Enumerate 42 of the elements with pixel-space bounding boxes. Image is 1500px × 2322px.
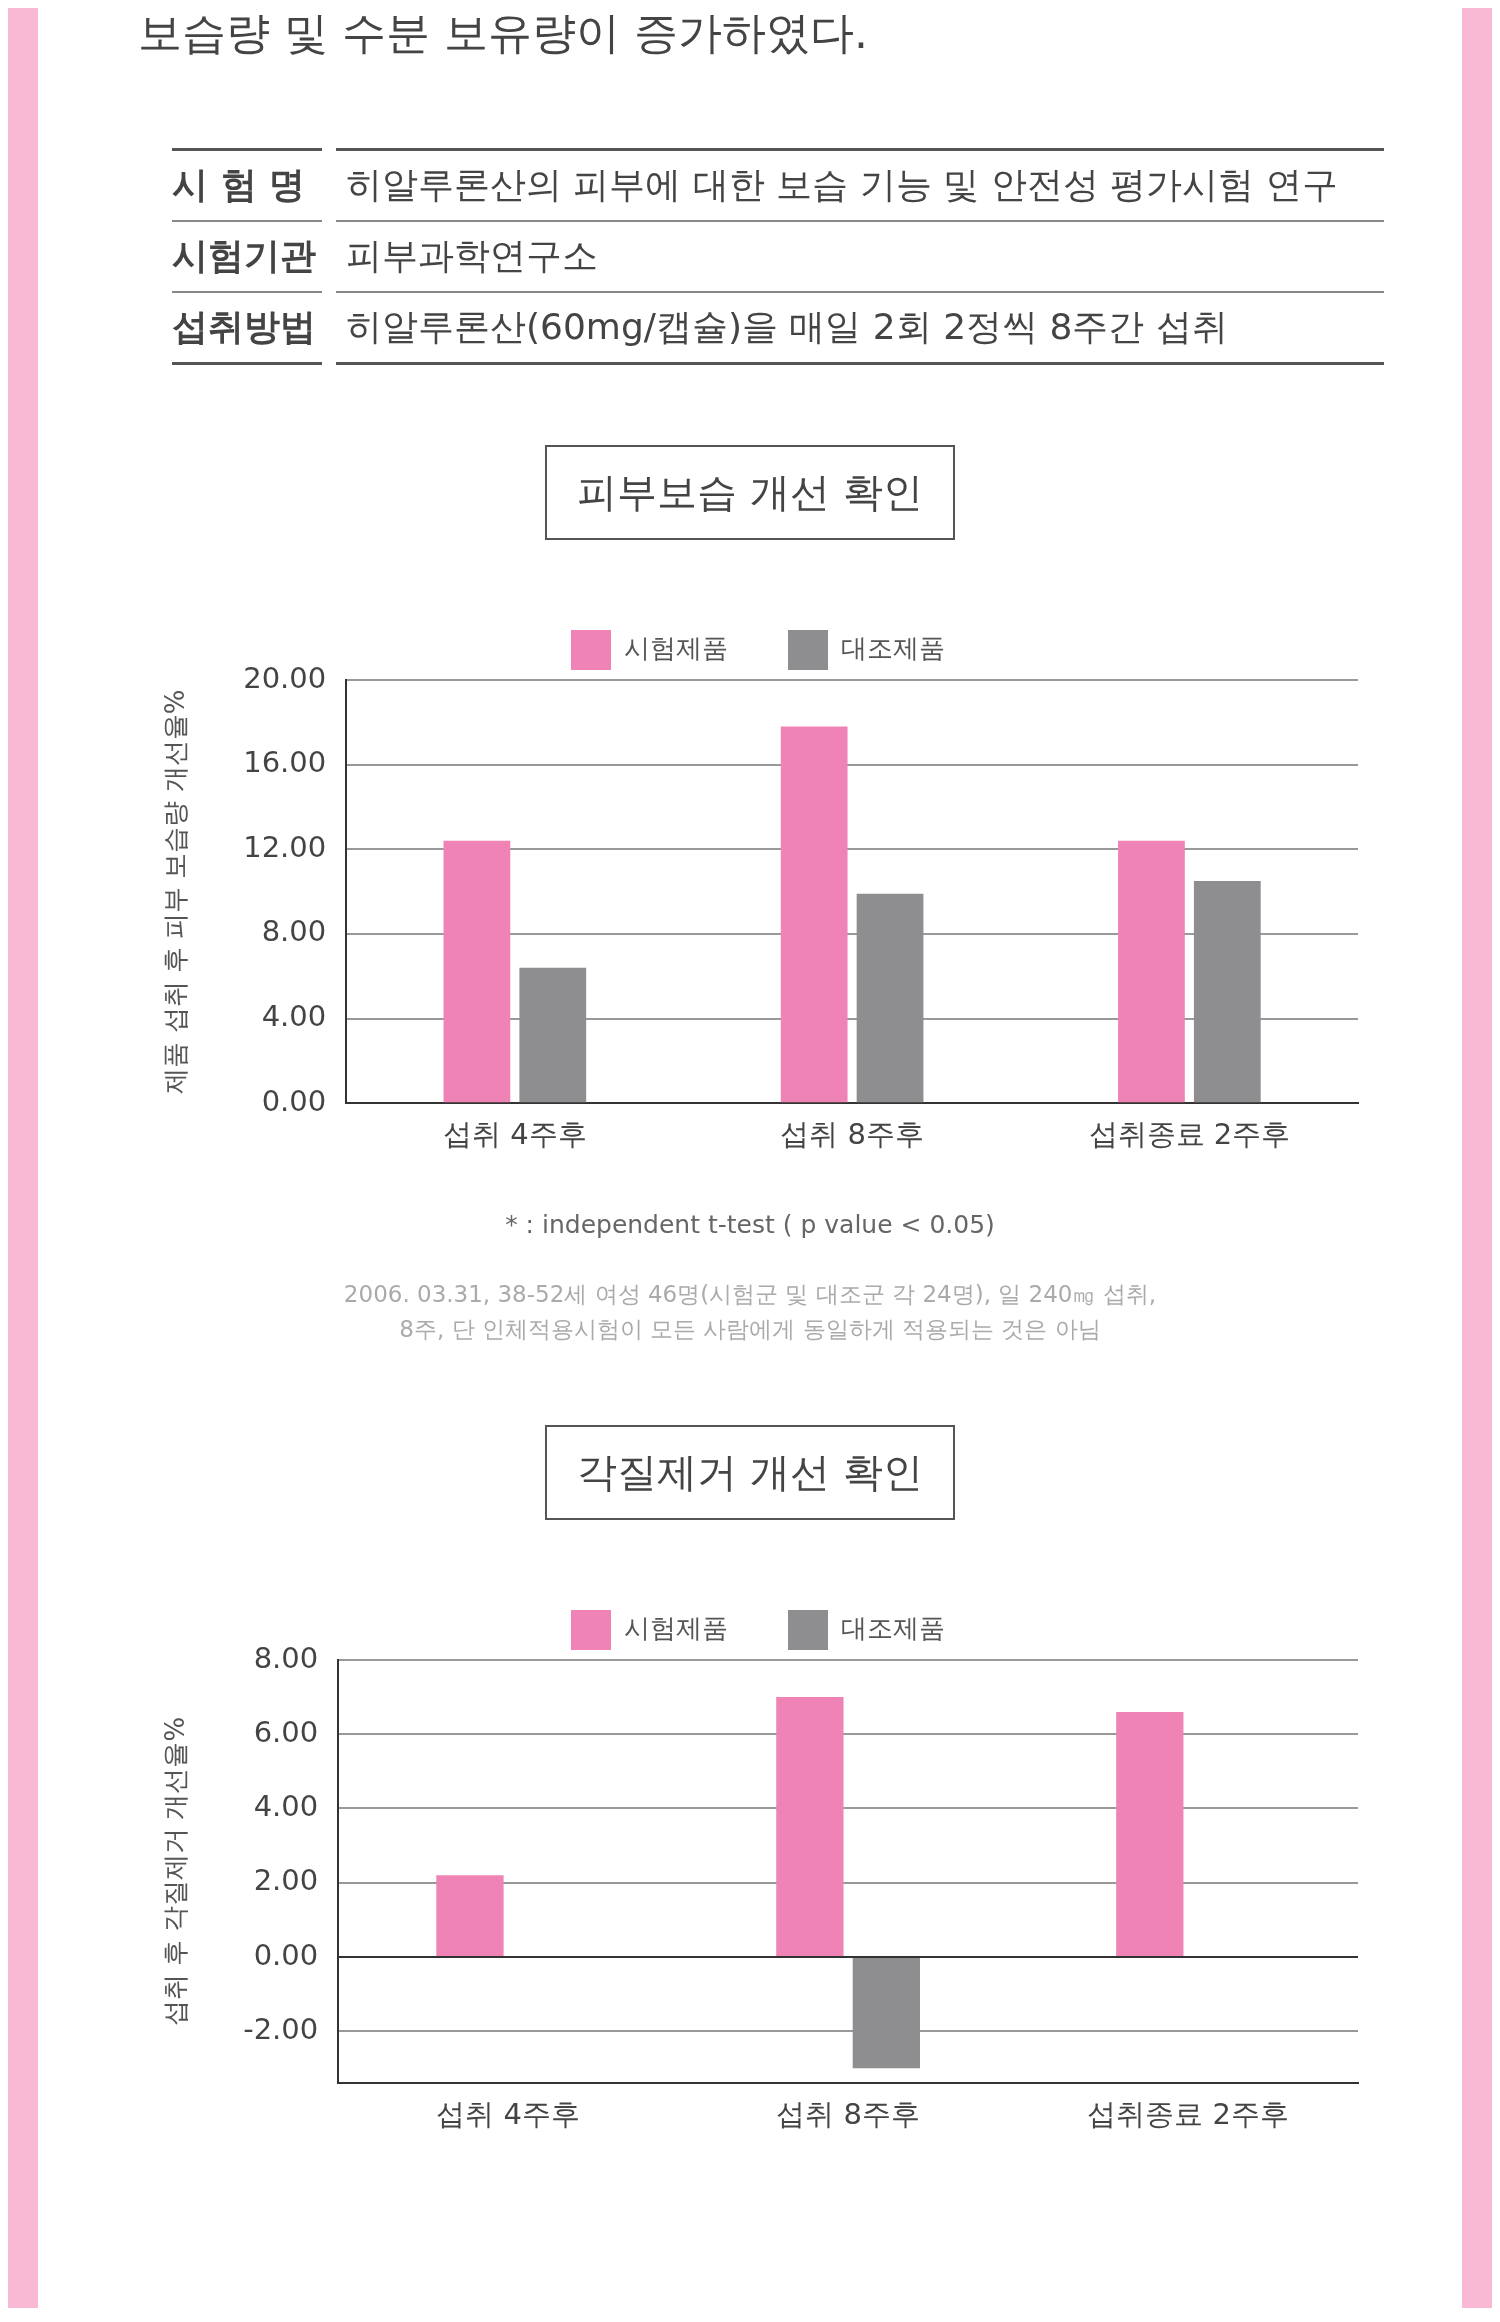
text: 시험기관	[172, 220, 322, 291]
bar	[443, 840, 511, 1103]
text: 시 험 명	[172, 148, 322, 220]
y-tick-label: 8.00	[253, 1640, 319, 1675]
x-tick-label: 섭취 4주후	[443, 1117, 587, 1152]
y-tick-label: 20.00	[243, 660, 327, 695]
legend-label: 시험제품	[624, 632, 728, 663]
text: 보습량 및 수분 보유량이 증가하였다.	[137, 7, 869, 60]
bar	[1116, 1711, 1184, 1956]
y-tick-label: 6.00	[253, 1714, 319, 1749]
x-tick-label: 섭취 4주후	[436, 2097, 581, 2132]
y-tick-label: 2.00	[253, 1863, 319, 1898]
y-tick-label: 4.00	[261, 999, 327, 1034]
y-axis-title: 섭취 후 각질제거 개선율%	[160, 1716, 191, 2027]
text: * : independent t-test ( p value < 0.05)	[504, 1210, 996, 1239]
text: 히알루론산의 피부에 대한 보습 기능 및 안전성 평가시험 연구	[336, 148, 1384, 220]
y-tick-label: 12.00	[243, 829, 327, 864]
bar	[780, 726, 848, 1103]
x-tick-label: 섭취 8주후	[776, 2097, 920, 2132]
chart-title: 피부보습 개선 확인	[545, 445, 955, 540]
text: 히알루론산(60mg/캡슐)을 매일 2회 2정씩 8주간 섭취	[336, 291, 1384, 365]
bar	[1118, 840, 1185, 1103]
text: 섭취방법	[172, 291, 322, 365]
y-tick-label: 8.00	[261, 914, 327, 949]
x-tick-label: 섭취종료 2주후	[1087, 2097, 1289, 2132]
y-tick-label: 4.00	[253, 1789, 319, 1824]
legend-label: 대조제품	[841, 632, 945, 663]
bar	[436, 1875, 504, 1956]
text: 피부과학연구소	[336, 220, 1384, 291]
text: 8주, 단 인체적용시험이 모든 사람에게 동일하게 적용되는 것은 아님	[398, 1315, 1102, 1344]
y-tick-label: 0.00	[261, 1083, 327, 1118]
y-tick-label: 0.00	[253, 1937, 319, 1972]
chart-title: 각질제거 개선 확인	[545, 1425, 955, 1520]
x-tick-label: 섭취 8주후	[780, 1117, 924, 1152]
text: 2006. 03.31, 38-52세 여성 46명(시험군 및 대조군 각 24명), 일 240㎎ 섭취,	[342, 1280, 1158, 1309]
legend-label: 대조제품	[841, 1612, 945, 1643]
legend-label: 시험제품	[624, 1612, 728, 1643]
bar	[776, 1697, 844, 1956]
y-tick-label: 16.00	[243, 745, 327, 780]
y-tick-label: -2.00	[243, 2011, 319, 2046]
y-axis-title: 제품 섭취 후 피부 보습량 개선율%	[160, 689, 191, 1094]
x-tick-label: 섭취종료 2주후	[1088, 1117, 1291, 1152]
